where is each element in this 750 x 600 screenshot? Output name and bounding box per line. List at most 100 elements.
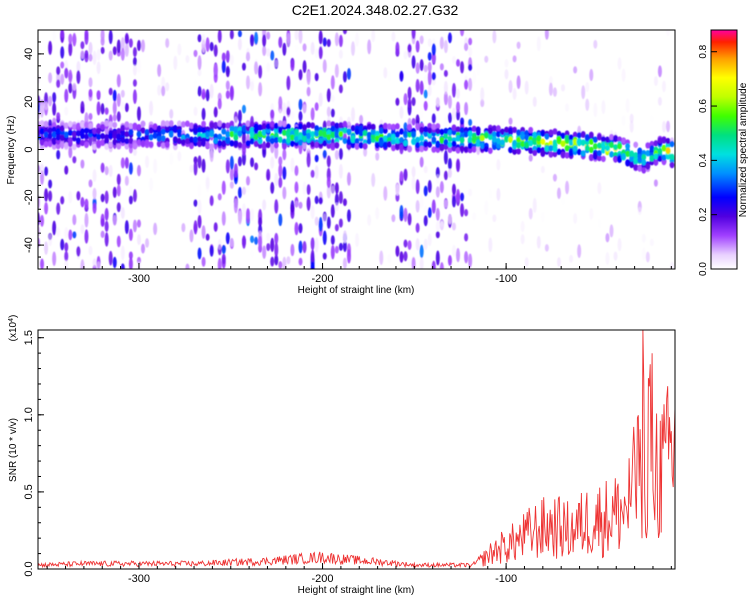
spectrogram-cell [355,32,360,47]
spectrogram-cell [56,149,61,160]
spectrogram-cell [346,116,351,126]
spectrogram-cell [237,109,242,123]
spectrogram-cell [670,261,675,269]
spectrogram-ridge-cell [55,134,61,141]
spectrogram-ridge-cell [431,136,437,143]
spectrogram-cell [116,39,121,54]
spectrogram-ridge-cell [520,134,526,141]
spectrogram-ridge-cell [455,126,461,133]
snr-x-axis-label: Height of straight line (km) [298,585,415,596]
spectrogram-cell [528,154,533,162]
spectrogram-cell [84,198,89,210]
spectrogram-cell [314,195,319,205]
spectrogram-cell [132,89,137,104]
spectrogram-cell [278,176,283,189]
spectrogram-cell [282,148,287,161]
spectrogram-ridge-cell [213,121,219,129]
spectrogram-cell [524,80,529,95]
spectrogram-ridge-cell [516,142,521,149]
spectrogram-ridge-cell [209,143,215,150]
spectrogram-cell [100,103,105,115]
spectrogram-ridge-cell [47,127,53,134]
spectrogram-cell [330,94,335,103]
spectrogram-ridge-cell [491,136,497,143]
spectrogram-ridge-cell [475,129,481,136]
spectrogram-cell [456,101,461,114]
spectrogram-ridge-cell [516,148,521,155]
spectrogram-ridge-cell [59,141,65,148]
spectrogram-cell [447,255,452,266]
spectrogram-cell [201,256,206,267]
spectrogram-ridge-cell [576,138,582,145]
colorbar-label: Normalized spectral amplitude [738,82,749,217]
spectrogram-ridge-cell [556,135,562,143]
spectrogram-cell [415,40,420,53]
spectrogram-cell [225,80,230,91]
spectrogram-cell [395,245,400,257]
spectrogram-cell [419,244,424,259]
spectrogram-cell [52,220,57,236]
spectrogram-cell [193,220,198,235]
spectrogram-ridge-cell [233,134,239,141]
spectrogram-cell [229,30,234,40]
spectrogram-cell [371,173,376,188]
spectrogram-cell [246,75,251,90]
spectrogram-cell [40,163,45,175]
spectrogram-cell [52,30,57,41]
spectrogram-cell [346,249,351,264]
spectrogram-cell [456,188,461,203]
spectrogram-cell [464,250,469,264]
spectrogram-cell [504,69,509,80]
spectrogram-cell [338,34,343,48]
spectrogram-ridge-cell [257,131,263,138]
spectrogram-ridge-cell [108,132,114,140]
spectrogram-ridge-cell [609,133,614,141]
spectrogram-cell [193,106,198,117]
spectrogram-cell [423,74,428,85]
spectrogram-cell [201,158,206,173]
spectrogram-cell [112,89,117,102]
spectrogram-ridge-cell [63,131,69,138]
spectrogram-cell [205,89,210,102]
spectrogram-ridge-cell [471,125,477,132]
spectrogram-ridge-cell [277,126,283,134]
spectrogram-cell [589,68,594,82]
spectrogram-cell [136,164,141,177]
spectrogram-cell [241,131,246,146]
spectrogram-ridge-cell [596,133,602,140]
spectrogram-ridge-cell [641,158,647,166]
spectrogram-cell [270,142,275,154]
spectrogram-cell [334,202,339,212]
spectrogram-ridge-cell [560,152,566,159]
spectrogram-ridge-cell [669,161,675,169]
spectrogram-ridge-cell [160,142,166,149]
spectrogram-cell [290,204,295,213]
spectrogram-ridge-cell [257,124,263,131]
spectrogram-ridge-cell [508,136,513,143]
spectrogram-ridge-cell [443,132,449,140]
spectrogram-cell [456,248,461,263]
spectrogram-cell [112,46,117,56]
spectrogram-ridge-cell [528,139,534,147]
spectrogram-ridge-cell [63,142,69,149]
spectrogram-cell [132,79,137,87]
spectrogram-ridge-cell [661,145,667,152]
spectrogram-cell [407,259,412,267]
spectrogram-ridge-cell [322,140,328,147]
spectrogram-ridge-cell [39,120,45,127]
spectrogram-cell [221,60,226,74]
snr-x-ticks: -300 -200 -100 [46,563,672,585]
spectrogram-cell [44,202,49,215]
spectrogram-ridge-cell [43,131,49,138]
spectrogram-ridge-cell [302,129,307,137]
spectrogram-cell [124,102,129,113]
spectrogram-ridge-cell [277,120,283,127]
spectrogram-cell [157,84,162,96]
spectrogram-cell [460,192,465,202]
spectrogram-cell [447,95,452,109]
spectrogram-ridge-cell [55,127,61,135]
spectrogram-cell [403,50,408,60]
spectrogram-ridge-cell [548,145,554,152]
spectrogram-ridge-cell [536,135,542,142]
spectrogram-cell [593,102,598,118]
